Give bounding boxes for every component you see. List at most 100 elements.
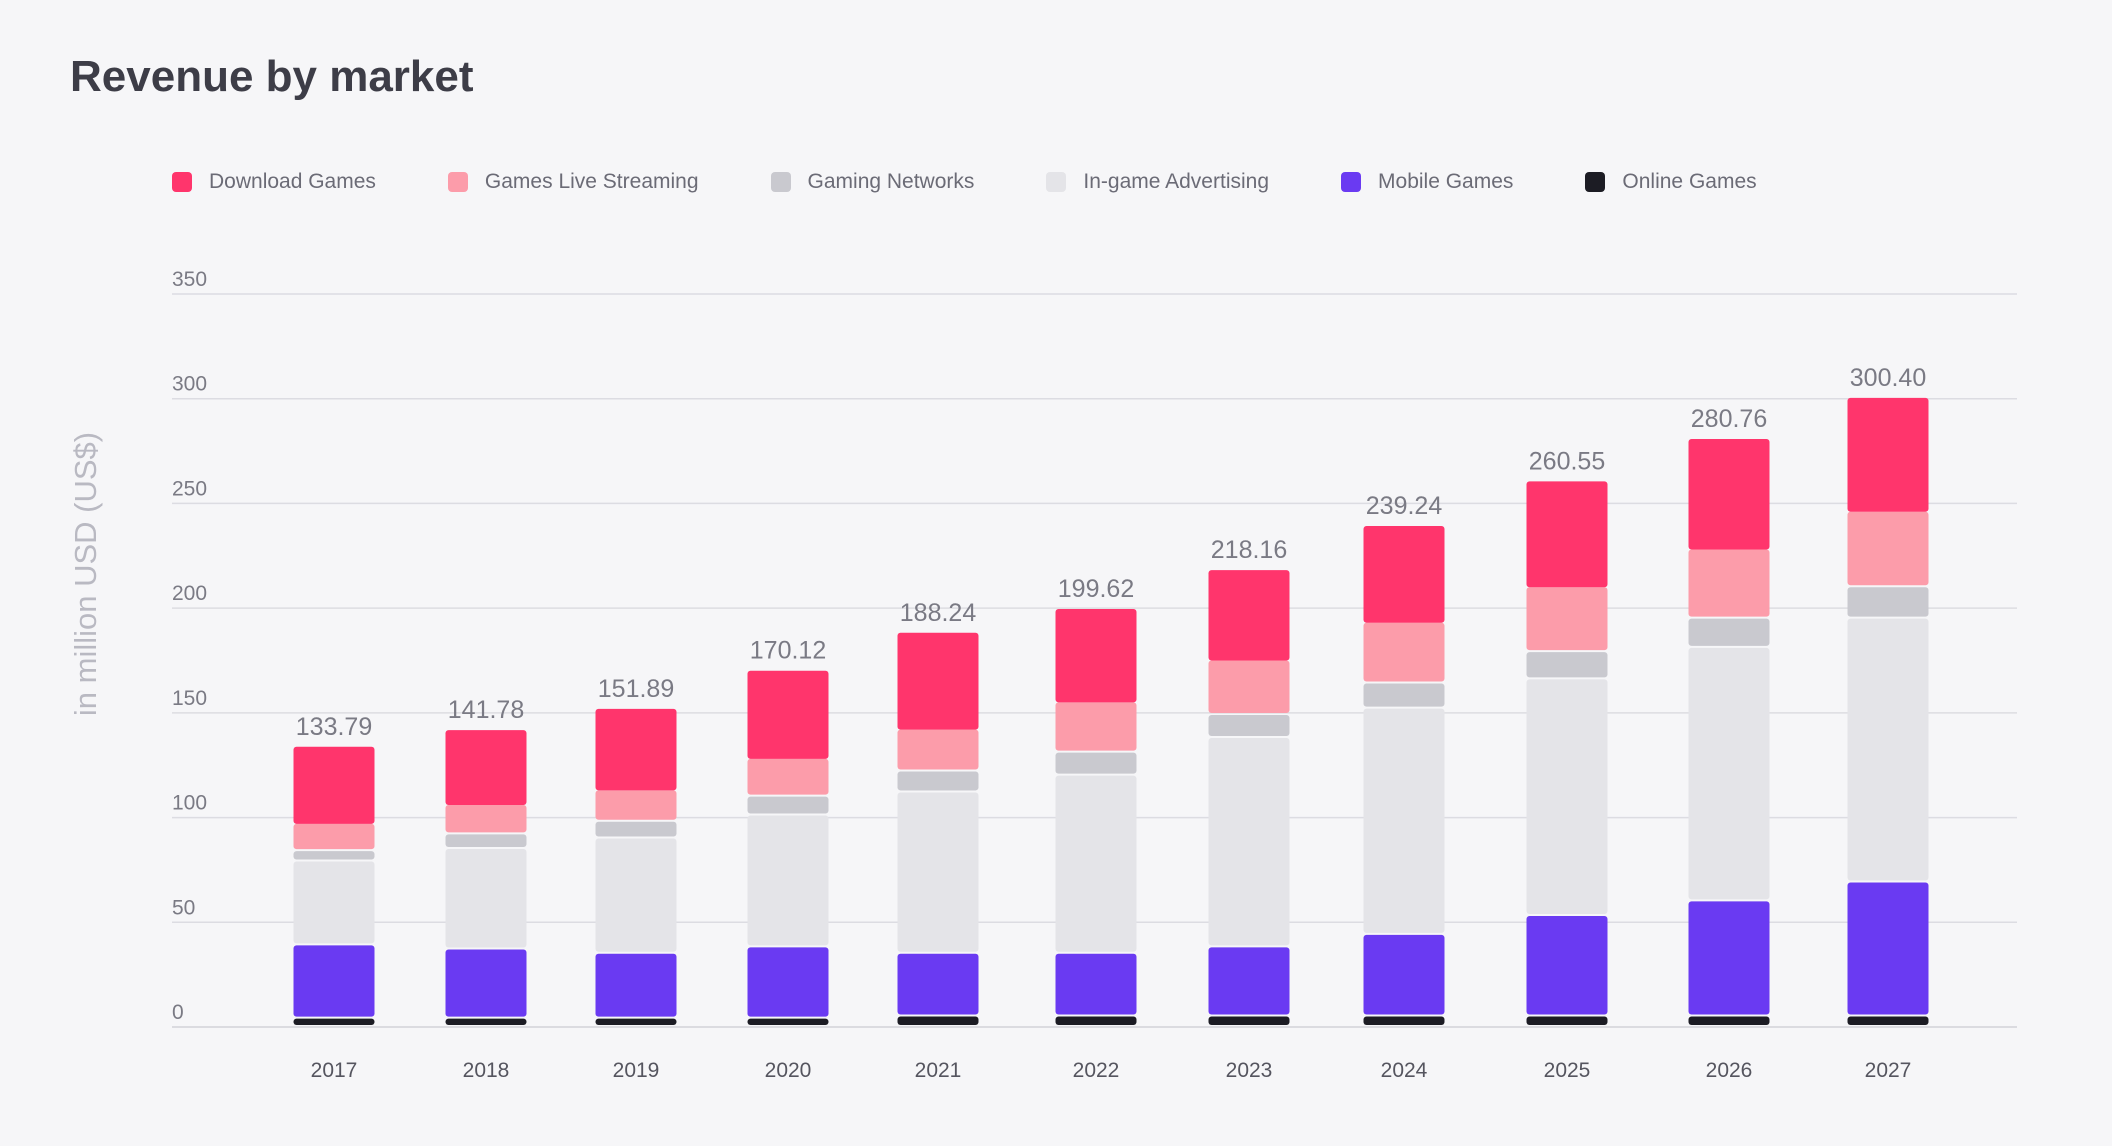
total-label: 239.24 [1366, 492, 1443, 520]
bar-segment-download-games [293, 746, 375, 824]
bar-segment-online-games [293, 1018, 375, 1025]
bar-segment-in-game-advertising [747, 815, 829, 946]
legend-item-in-game-advertising[interactable]: In-game Advertising [1046, 170, 1269, 194]
bar-segment-mobile-games [1688, 901, 1770, 1015]
bar-segment-online-games [897, 1016, 979, 1025]
total-label: 260.55 [1529, 447, 1605, 475]
bar-segment-download-games [1208, 570, 1290, 661]
bar-segment-mobile-games [1055, 953, 1137, 1015]
bar-segment-online-games [595, 1018, 677, 1025]
total-label: 188.24 [900, 599, 977, 627]
y-tick-label: 50 [172, 896, 195, 919]
total-label: 141.78 [448, 696, 524, 724]
bar-segment-mobile-games [293, 945, 375, 1017]
total-label: 280.76 [1691, 405, 1767, 433]
bar-segment-mobile-games [595, 953, 677, 1017]
bar-segment-download-games [595, 708, 677, 791]
bar-segment-games-live-streaming [897, 729, 979, 770]
bar-segment-games-live-streaming [1526, 587, 1608, 651]
legend-item-mobile-games[interactable]: Mobile Games [1341, 170, 1513, 194]
y-tick-label: 300 [172, 373, 207, 396]
bar-segment-games-live-streaming [445, 805, 527, 833]
bar-segment-in-game-advertising [897, 792, 979, 952]
bar-segment-online-games [1526, 1016, 1608, 1025]
bar-segment-in-game-advertising [1208, 737, 1290, 946]
y-axis-label: in million USD (US$) [68, 432, 103, 716]
bar-segment-in-game-advertising [293, 861, 375, 944]
bar-segment-games-live-streaming [747, 758, 829, 795]
y-tick-label: 250 [172, 477, 207, 500]
bar-segment-mobile-games [445, 949, 527, 1017]
bar-segment-online-games [1055, 1016, 1137, 1025]
bar-segment-gaming-networks [1055, 752, 1137, 774]
total-label: 199.62 [1058, 575, 1134, 603]
legend-label: Mobile Games [1378, 170, 1514, 193]
legend: Download Games Games Live Streaming Gami… [172, 170, 1757, 194]
legend-label: Gaming Networks [807, 170, 975, 193]
bar-segment-download-games [1055, 608, 1137, 703]
bar-segment-online-games [747, 1018, 829, 1025]
bar-segment-mobile-games [1847, 882, 1929, 1015]
bar-segment-games-live-streaming [595, 790, 677, 820]
bar-segment-online-games [1688, 1016, 1770, 1025]
bar-segment-games-live-streaming [1208, 660, 1290, 713]
bar-segment-online-games [1847, 1016, 1929, 1025]
legend-swatch [172, 172, 192, 192]
bar-segment-download-games [445, 730, 527, 806]
bar-segment-mobile-games [1526, 916, 1608, 1015]
legend-swatch [1341, 172, 1362, 192]
legend-swatch [770, 172, 791, 192]
bars [293, 397, 1929, 1025]
total-label: 133.79 [296, 713, 372, 741]
y-tick-label: 0 [172, 1001, 184, 1024]
x-tick-label: 2024 [1381, 1059, 1428, 1082]
x-tick-label: 2022 [1073, 1059, 1120, 1082]
legend-label: Download Games [209, 170, 376, 193]
bar-segment-in-game-advertising [1526, 679, 1608, 915]
bar-segment-gaming-networks [293, 851, 375, 860]
bar-segment-games-live-streaming [1688, 549, 1770, 617]
y-tick-label: 200 [172, 582, 207, 605]
legend-label: Online Games [1622, 170, 1757, 193]
bar-segment-download-games [1363, 525, 1445, 623]
x-tick-label: 2021 [915, 1059, 962, 1082]
bar-segment-games-live-streaming [293, 823, 375, 850]
bar-segment-in-game-advertising [1688, 647, 1770, 900]
bar-segment-online-games [1208, 1016, 1290, 1025]
total-label: 151.89 [598, 675, 674, 703]
x-tick-label: 2026 [1706, 1059, 1753, 1082]
legend-item-gaming-networks[interactable]: Gaming Networks [770, 170, 975, 194]
bar-segment-in-game-advertising [1055, 775, 1137, 952]
bar-segment-mobile-games [1208, 947, 1290, 1015]
bar-segment-online-games [445, 1018, 527, 1025]
bar-segment-download-games [1688, 439, 1770, 550]
legend-swatch [447, 172, 468, 192]
bar-segment-in-game-advertising [1847, 618, 1929, 881]
legend-swatch [1585, 172, 1606, 192]
bar-segment-games-live-streaming [1055, 702, 1137, 751]
chart-title: Revenue by market [70, 52, 474, 101]
bar-segment-gaming-networks [1208, 714, 1290, 736]
legend-swatch [1046, 172, 1067, 192]
total-label: 300.40 [1850, 364, 1926, 392]
bar-segment-download-games [1526, 481, 1608, 588]
bar-segment-download-games [1847, 397, 1929, 512]
legend-label: In-game Advertising [1083, 170, 1270, 193]
y-axis-ticks: 0 50 100 150 200 250 300 350 [172, 268, 207, 1024]
bar-segment-gaming-networks [1526, 652, 1608, 678]
bar-segment-gaming-networks [897, 771, 979, 791]
bar-segment-mobile-games [747, 947, 829, 1017]
bar-segment-gaming-networks [595, 821, 677, 837]
legend-item-games-live-streaming[interactable]: Games Live Streaming [447, 170, 699, 194]
y-tick-label: 150 [172, 687, 207, 710]
legend-item-download-games[interactable]: Download Games [172, 170, 376, 194]
bar-segment-mobile-games [897, 953, 979, 1015]
bar-segment-gaming-networks [747, 796, 829, 814]
total-label: 218.16 [1211, 536, 1287, 564]
bar-segment-online-games [1363, 1016, 1445, 1025]
bar-segment-in-game-advertising [595, 838, 677, 952]
legend-item-online-games[interactable]: Online Games [1585, 170, 1757, 194]
total-label: 170.12 [750, 637, 826, 665]
bar-segment-gaming-networks [1688, 618, 1770, 646]
